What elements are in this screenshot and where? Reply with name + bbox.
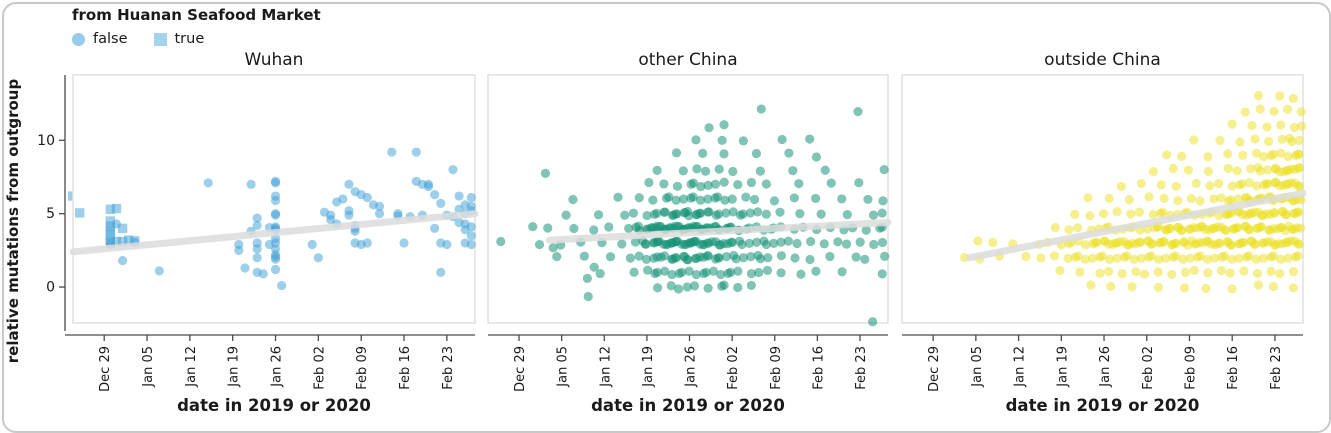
svg-text:Feb 23: Feb 23 <box>854 346 869 390</box>
svg-text:Jan 05: Jan 05 <box>556 346 571 388</box>
panel-title-outside-china: outside China <box>1044 50 1161 70</box>
svg-text:Feb 09: Feb 09 <box>769 346 784 390</box>
legend-item-label: false <box>93 31 128 47</box>
svg-text:Jan 19: Jan 19 <box>641 346 656 388</box>
svg-text:Dec 29: Dec 29 <box>513 346 528 392</box>
panel-title-wuhan: Wuhan <box>244 50 304 70</box>
y-axis-label: relative mutations from outgroup <box>4 78 22 364</box>
svg-text:0: 0 <box>46 280 55 296</box>
legend: false true <box>72 31 204 47</box>
svg-text:Feb 16: Feb 16 <box>1226 346 1241 390</box>
svg-text:Feb 02: Feb 02 <box>312 346 327 390</box>
svg-text:Feb 23: Feb 23 <box>1269 346 1284 390</box>
svg-text:Feb 02: Feb 02 <box>1141 346 1156 390</box>
svg-text:Dec 29: Dec 29 <box>98 346 113 392</box>
legend-item-label: true <box>174 31 205 47</box>
svg-text:Jan 12: Jan 12 <box>598 346 613 388</box>
svg-text:Jan 26: Jan 26 <box>1098 346 1113 388</box>
svg-text:Feb 16: Feb 16 <box>811 346 826 390</box>
x-axis-title: date in 2019 or 2020 <box>1005 396 1200 415</box>
svg-text:Feb 16: Feb 16 <box>398 346 413 390</box>
legend-title: from Huanan Seafood Market <box>72 6 321 24</box>
svg-text:Jan 05: Jan 05 <box>141 346 156 388</box>
panel-title-other-china: other China <box>638 50 738 70</box>
legend-circle-swatch-icon <box>72 32 85 46</box>
svg-text:Jan 12: Jan 12 <box>1013 346 1028 388</box>
x-axis-title: date in 2019 or 2020 <box>591 396 785 415</box>
svg-text:Dec 29: Dec 29 <box>927 346 942 392</box>
svg-text:Jan 26: Jan 26 <box>270 346 285 388</box>
svg-text:Feb 09: Feb 09 <box>1183 346 1198 390</box>
svg-text:Feb 09: Feb 09 <box>355 346 370 390</box>
legend-item-false: false <box>72 31 128 47</box>
svg-text:Jan 19: Jan 19 <box>227 346 242 388</box>
svg-text:Feb 23: Feb 23 <box>441 346 456 390</box>
svg-text:Feb 02: Feb 02 <box>726 346 741 390</box>
legend-item-true: true <box>153 31 205 47</box>
x-axis-title: date in 2019 or 2020 <box>177 396 371 415</box>
svg-text:10: 10 <box>37 133 55 149</box>
svg-text:Jan 05: Jan 05 <box>970 346 985 388</box>
legend-square-swatch-icon <box>153 32 167 46</box>
svg-text:Jan 19: Jan 19 <box>1055 346 1070 388</box>
svg-text:Jan 26: Jan 26 <box>684 346 699 388</box>
svg-text:5: 5 <box>46 206 55 222</box>
svg-text:Jan 12: Jan 12 <box>184 346 199 388</box>
